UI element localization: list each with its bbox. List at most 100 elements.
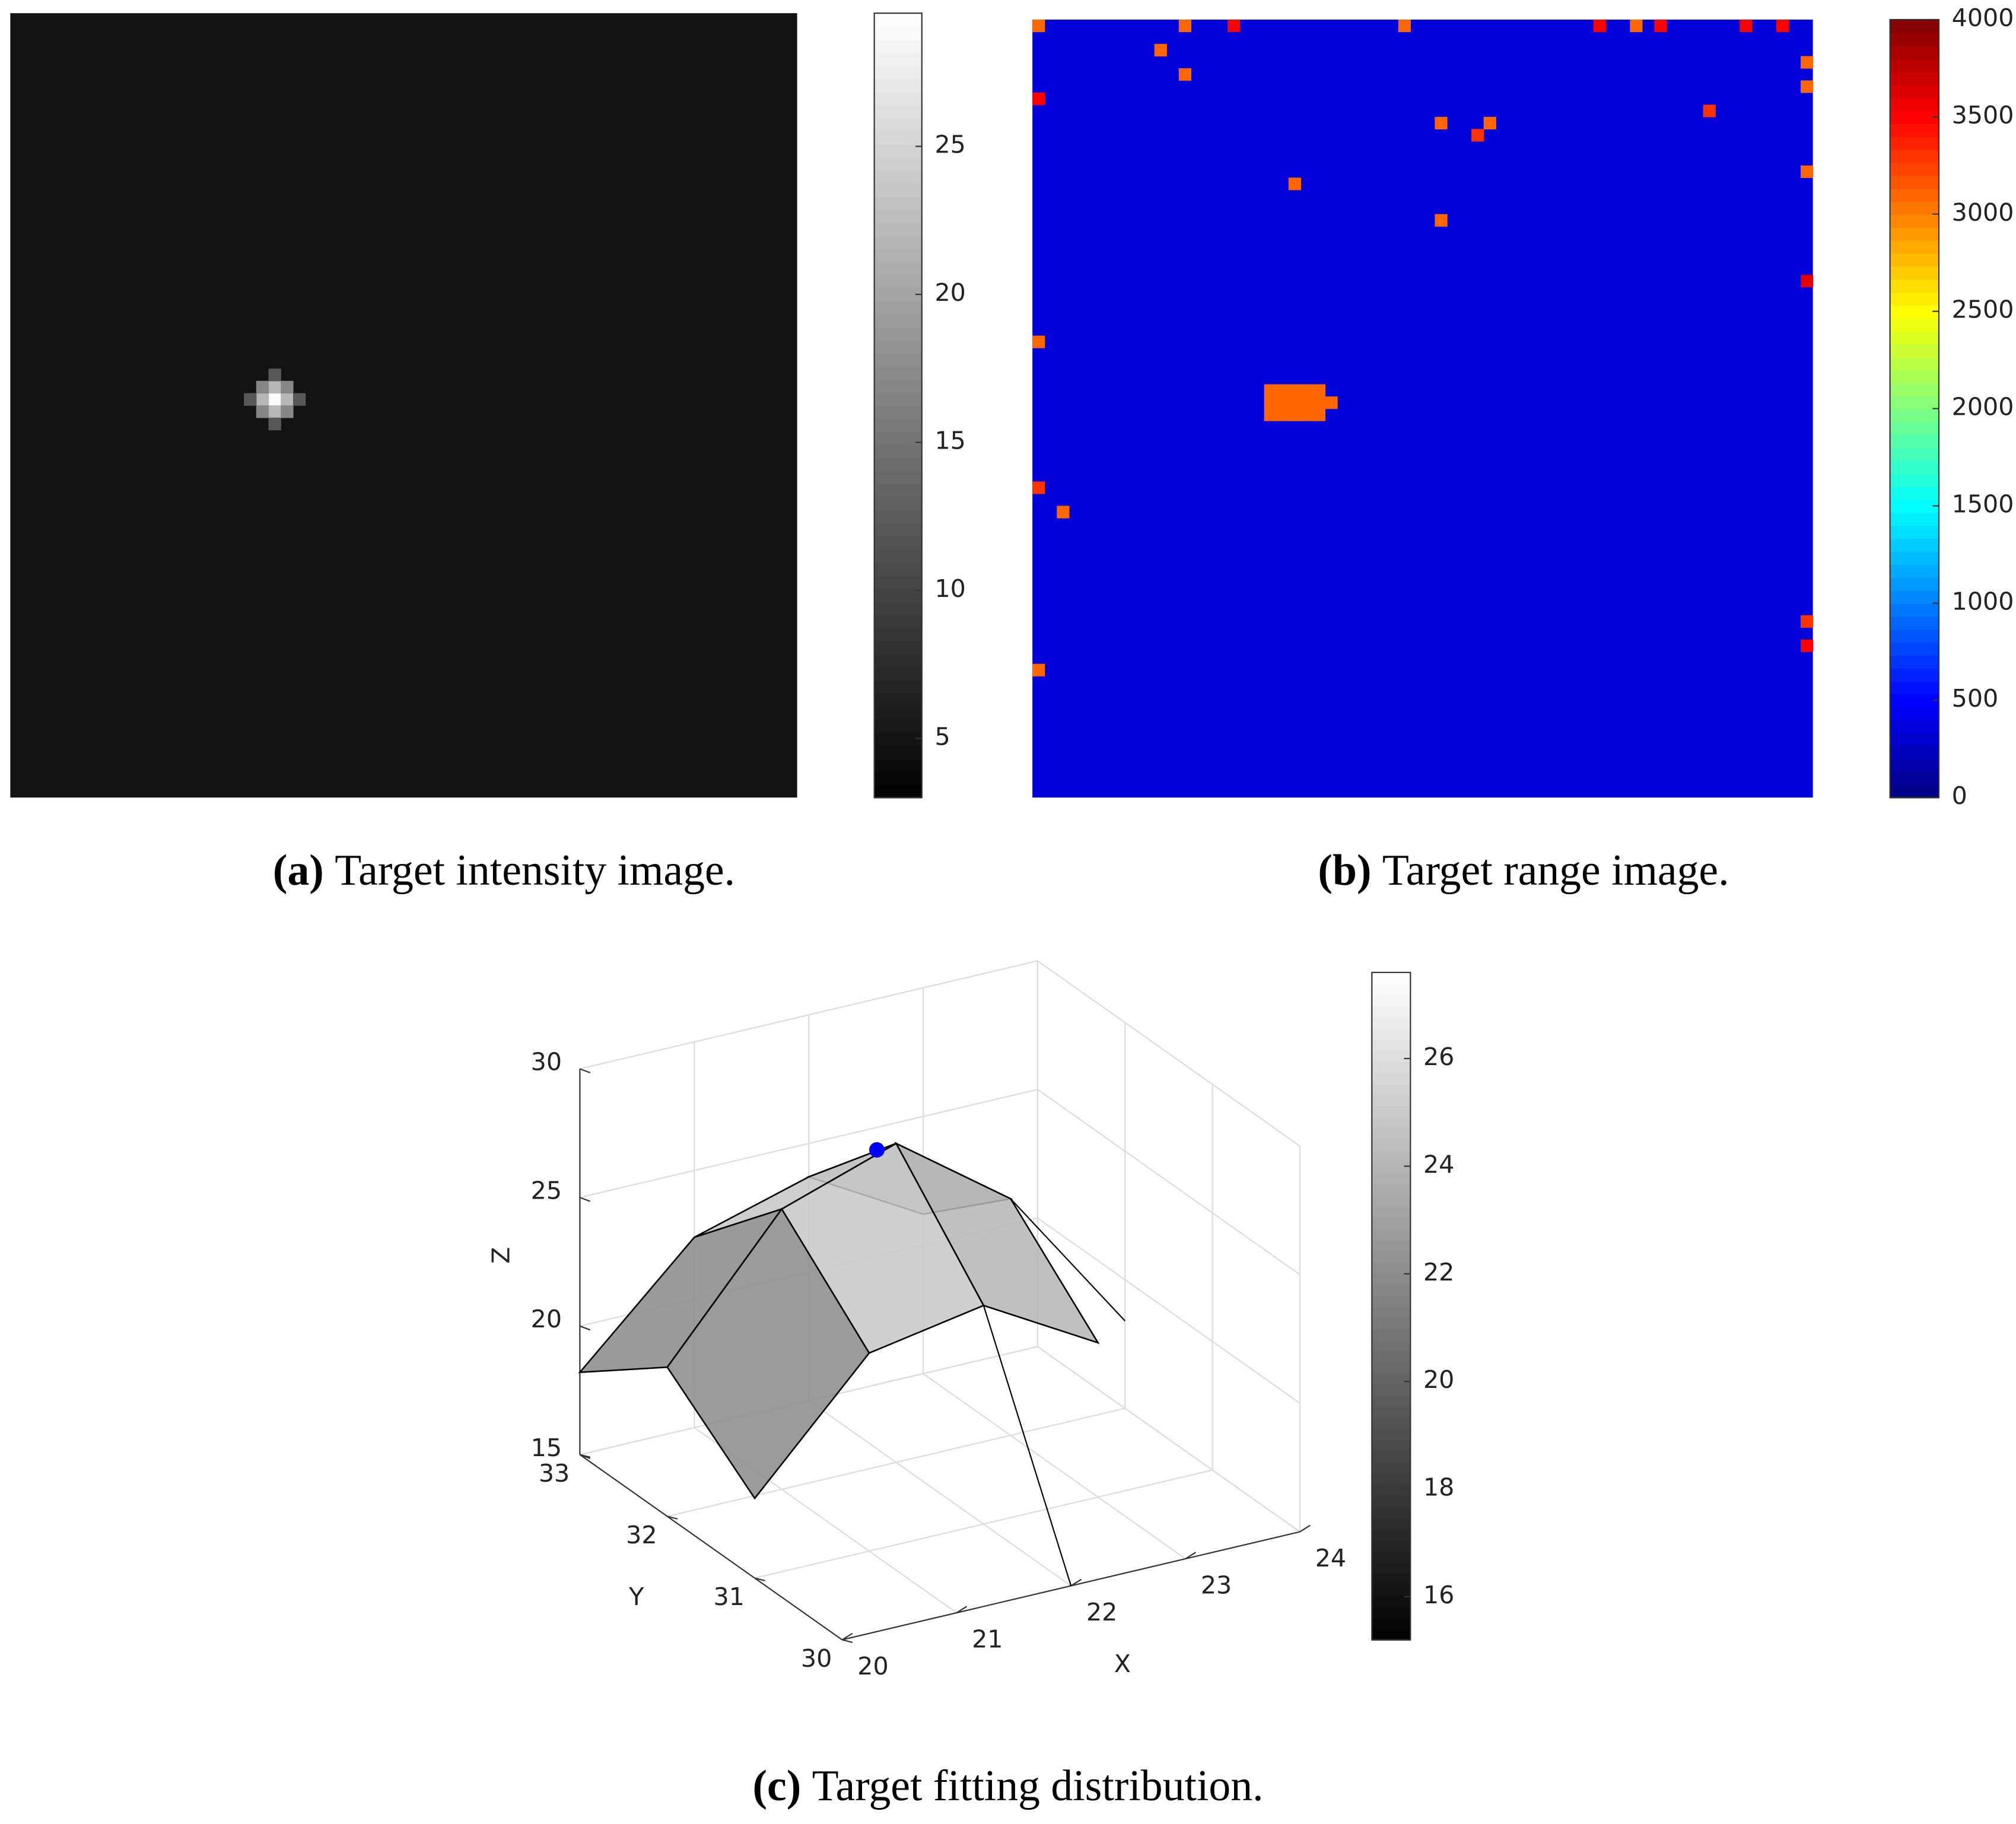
colorbar-step [1890,317,1939,332]
image-cell [1032,663,1045,676]
colorbar-step [1372,1628,1411,1641]
image-cell [1483,116,1496,130]
colorbar-tick-label: 4000 [1952,4,2014,32]
y-tick [754,1577,765,1581]
colorbar-step [1890,551,1939,565]
colorbar-step [874,614,922,629]
image-background [10,13,797,798]
colorbar-tick-label: 0 [1952,781,1967,810]
image-cell [1178,20,1192,33]
x-tick [1185,1552,1196,1559]
z-tick [579,1197,591,1202]
colorbar-step [874,313,922,328]
colorbar-step [1372,983,1411,996]
colorbar-step [1890,784,1939,799]
colorbar-step [1372,1440,1411,1452]
colorbar-step [1372,1184,1411,1196]
colorbar-step [1372,1339,1411,1352]
colorbar-step [874,418,922,433]
colorbar-step [1890,564,1939,578]
image-cell [1801,80,1814,93]
colorbar-step [1890,149,1939,163]
x-axis-label: X [1114,1650,1131,1678]
colorbar-step [1372,1039,1411,1051]
image-cell [268,380,281,394]
z-tick-label: 15 [531,1434,562,1462]
z-tick [579,1068,591,1073]
colorbar-step [1890,758,1939,773]
colorbar-step [1890,136,1939,150]
colorbar-step [1890,45,1939,59]
y-tick-label: 32 [626,1521,657,1549]
colorbar-step [1372,1206,1411,1218]
colorbar-tick-label: 2500 [1952,295,2014,324]
colorbar-step [1372,1105,1411,1118]
colorbar-step [1372,1406,1411,1418]
colorbar-step [1890,20,1939,34]
caption-label: (a) [273,846,324,894]
colorbar-tick-label: 16 [1423,1581,1454,1609]
image-cell [1312,408,1326,421]
colorbar-step [874,392,922,406]
colorbar-step [1372,1573,1411,1585]
colorbar-step [1890,681,1939,695]
colorbar-step [1890,447,1939,462]
colorbar-step [874,144,922,158]
image-cell [268,368,281,382]
image-cell [1435,214,1448,227]
colorbar-step [1890,162,1939,176]
grid-line [580,960,1038,1070]
grid-line [580,1089,1038,1199]
colorbar-step [1890,473,1939,487]
colorbar-step [1372,1306,1411,1318]
image-cell [1740,20,1753,33]
colorbar-step [874,300,922,315]
colorbar-step [874,497,922,511]
y-tick-label: 31 [714,1583,745,1611]
colorbar-step [1372,1117,1411,1129]
caption: (b) Target range image. [1318,846,1729,894]
colorbar-step [1372,1562,1411,1574]
colorbar-step [1372,1239,1411,1251]
colorbar-step [1890,616,1939,630]
peak-point [869,1142,885,1158]
surface-edge [1010,1198,1125,1321]
colorbar-step [874,523,922,537]
colorbar-tick-label: 1000 [1952,587,2014,615]
colorbar-step [874,536,922,550]
colorbar-step [874,222,922,237]
colorbar-step [1890,214,1939,228]
colorbar-step [1890,84,1939,98]
colorbar-step [1372,1539,1411,1552]
colorbar-step [1372,1006,1411,1018]
image-cell [1288,408,1302,421]
image-cell [1325,396,1338,409]
image-cell [1264,396,1277,409]
image-cell [1435,116,1448,130]
colorbar-step [1372,1428,1411,1441]
colorbar-step [874,562,922,576]
colorbar-step [1372,1083,1411,1096]
colorbar-step [874,431,922,446]
image-background [1032,20,1813,798]
colorbar-step [1890,175,1939,189]
image-cell [1312,384,1326,397]
colorbar-tick-label: 18 [1423,1473,1454,1502]
image-cell [1654,20,1667,33]
z-tick [579,1325,591,1331]
colorbar-step [874,104,922,119]
x-tick [1070,1578,1082,1587]
colorbar-step [1372,1161,1411,1174]
colorbar-step [874,444,922,459]
colorbar-step [1372,1250,1411,1263]
caption: (c) Target fitting distribution. [752,1761,1263,1810]
image-cell [1276,408,1289,421]
image-cell [1300,396,1314,409]
colorbar-step [1890,123,1939,138]
colorbar-step [874,706,922,720]
image-cell [1276,396,1289,409]
colorbar-step [1890,188,1939,202]
colorbar-step [1890,732,1939,747]
x-tick-label: 23 [1201,1571,1232,1600]
colorbar-step [874,771,922,786]
